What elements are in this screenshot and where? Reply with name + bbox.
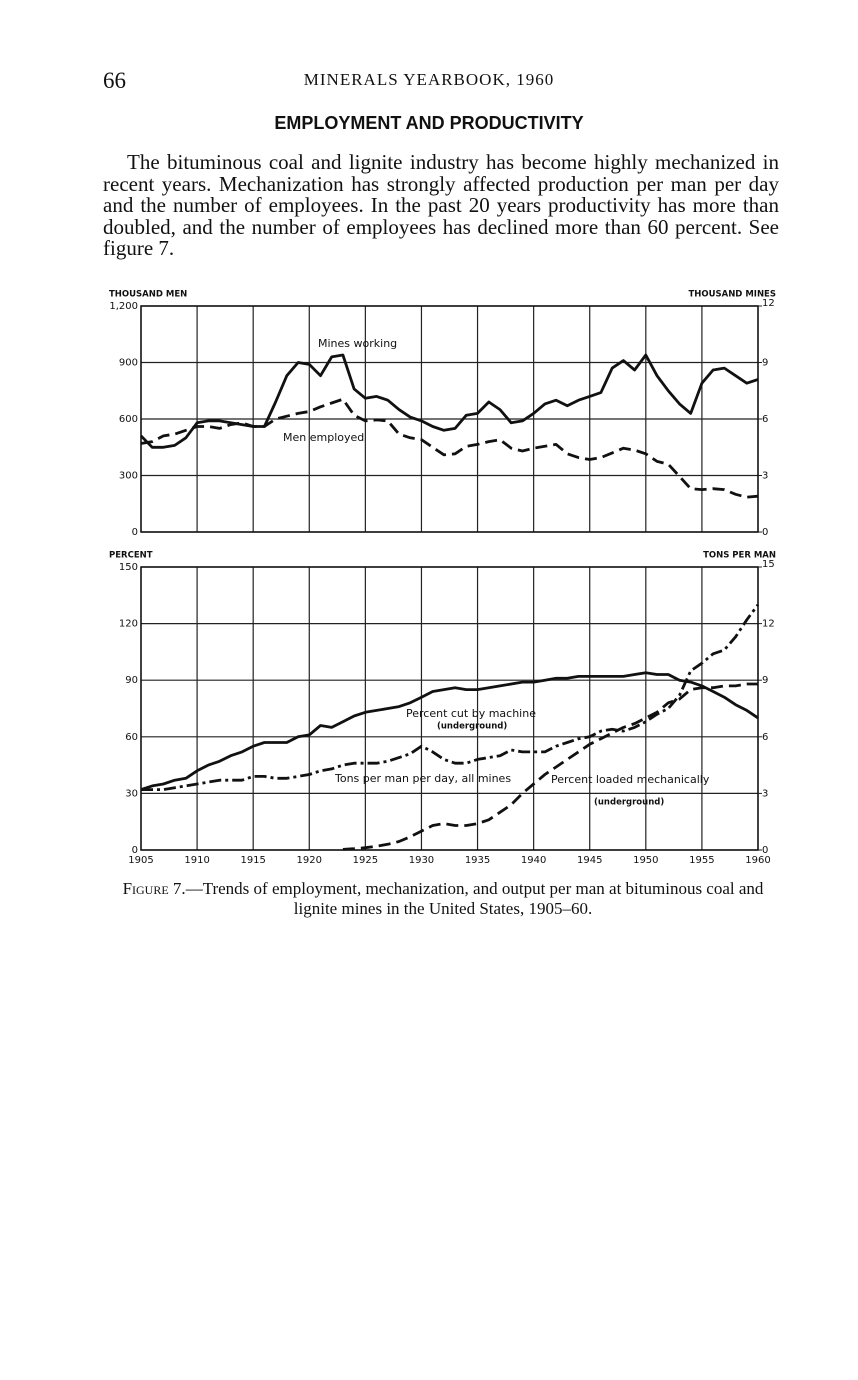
series-line [140,397,759,499]
y2-tick-label: 6 [762,732,768,743]
y2-tick-label: 3 [762,471,768,482]
series-line [141,603,760,791]
x-tick-label: 1930 [409,855,434,866]
y2-axis-label: TONS PER MAN [703,551,776,561]
y-tick-label: 300 [119,471,138,482]
y2-tick-label: 12 [762,298,775,309]
series-label: Mines working [318,337,397,350]
x-tick-label: 1955 [689,855,714,866]
x-tick-label: 1920 [297,855,322,866]
y2-axis-label: THOUSAND MINES [688,290,776,300]
plot-frame [140,305,759,533]
y-axis-label: PERCENT [109,551,153,561]
series-line [140,671,759,791]
x-tick-label: 1940 [521,855,546,866]
y-tick-label: 60 [125,732,138,743]
y-tick-label: 90 [125,675,138,686]
x-tick-label: 1925 [353,855,378,866]
y-tick-label: 150 [119,562,138,573]
y-tick-label: 0 [132,527,138,538]
x-tick-label: 1910 [184,855,209,866]
y-axis-label: THOUSAND MEN [109,290,187,300]
y-tick-label: 30 [125,788,138,799]
series-line [140,353,759,449]
page-number: 66 [103,68,126,93]
y2-tick-label: 9 [762,675,768,686]
plot-frame [140,566,759,851]
running-head: MINERALS YEARBOOK, 1960 [303,70,555,89]
y2-tick-label: 6 [762,414,768,425]
y-tick-label: 1,200 [109,301,138,312]
y2-tick-label: 3 [762,788,768,799]
annotation: (underground) [437,722,507,732]
series-label: Percent cut by machine [406,707,536,720]
section-heading: EMPLOYMENT AND PRODUCTIVITY [274,113,584,133]
x-tick-label: 1905 [128,855,153,866]
y2-tick-label: 0 [762,527,768,538]
figure-caption: Figure 7.—Trends of employment, mechaniz… [103,879,783,919]
caption-text: —Trends of employment, mechanization, an… [185,879,764,918]
x-tick-label: 1915 [240,855,265,866]
series-label: Men employed [283,431,364,444]
y-tick-label: 120 [119,619,138,630]
y2-tick-label: 12 [762,619,775,630]
series-label: Tons per man per day, all mines [334,772,511,785]
x-tick-label: 1950 [633,855,658,866]
paragraph: The bituminous coal and lignite industry… [103,150,779,260]
x-tick-label: 1945 [577,855,602,866]
y2-tick-label: 0 [762,845,768,856]
y-tick-label: 0 [132,845,138,856]
x-tick-label: 1960 [745,855,770,866]
series-label: Percent loaded mechanically [551,773,710,786]
annotation: (underground) [594,798,664,808]
y2-tick-label: 9 [762,358,768,369]
y-tick-label: 900 [119,358,138,369]
y2-tick-label: 15 [762,559,775,570]
caption-label: Figure 7. [122,879,186,898]
x-tick-label: 1935 [465,855,490,866]
y-tick-label: 600 [119,414,138,425]
